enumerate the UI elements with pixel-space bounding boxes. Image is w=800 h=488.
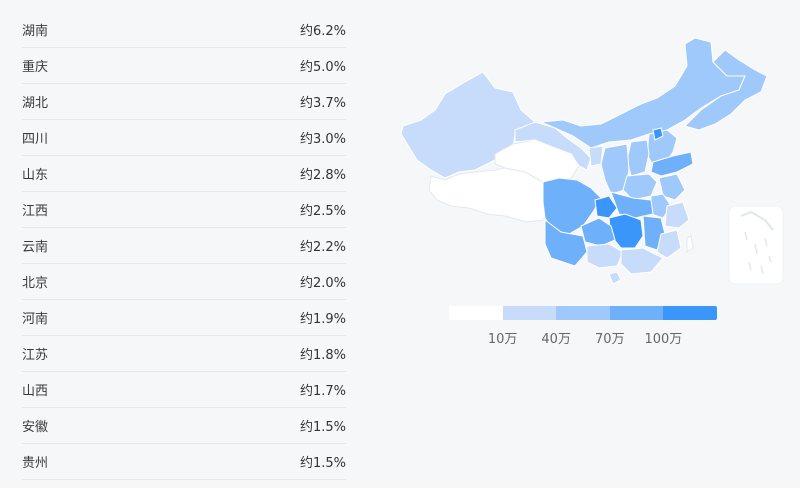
- region-share-value: 约6.2%: [299, 24, 346, 39]
- map-region-shaanxi[interactable]: [600, 143, 630, 195]
- map-region-ningxia[interactable]: [588, 145, 604, 167]
- region-row: 江苏 约1.8%: [22, 336, 346, 372]
- map-region-hubei[interactable]: [610, 191, 654, 219]
- region-share-value: 约2.5%: [299, 204, 346, 219]
- region-share-value: 约1.8%: [299, 348, 346, 363]
- map-region-yunnan[interactable]: [544, 219, 588, 267]
- map-region-guangxi[interactable]: [586, 243, 624, 269]
- south-china-sea-inset: [728, 205, 784, 285]
- region-row: 湖北 约3.7%: [22, 84, 346, 120]
- region-name: 贵州: [22, 456, 49, 471]
- legend-color-bar: [449, 306, 717, 320]
- map-region-guangdong[interactable]: [620, 247, 664, 275]
- map-region-inner-mongolia[interactable]: [540, 37, 746, 149]
- map-region-chongqing[interactable]: [594, 195, 618, 219]
- map-region-beijing[interactable]: [652, 127, 664, 141]
- legend-label: 70万: [595, 332, 625, 347]
- map-region-northeast[interactable]: [684, 49, 768, 131]
- legend-swatch: [502, 306, 557, 320]
- map-region-hainan[interactable]: [608, 271, 622, 285]
- region-row: 山东 约2.8%: [22, 156, 346, 192]
- region-name: 山东: [22, 168, 49, 183]
- map-region-jiangsu[interactable]: [658, 173, 686, 201]
- map-region-sichuan[interactable]: [542, 177, 602, 235]
- map-region-hunan[interactable]: [608, 213, 644, 249]
- region-share-value: 约1.5%: [299, 456, 346, 471]
- legend-swatch: [449, 306, 503, 320]
- region-share-value: 约3.0%: [299, 132, 346, 147]
- region-share-value: 约2.0%: [299, 276, 346, 291]
- region-name: 河南: [22, 312, 49, 327]
- map-region-shandong[interactable]: [650, 151, 694, 177]
- region-name: 安徽: [22, 420, 49, 435]
- region-share-value: 约5.0%: [299, 60, 346, 75]
- region-row: 北京 约2.0%: [22, 264, 346, 300]
- region-name: 江苏: [22, 348, 49, 363]
- legend-swatch: [663, 306, 717, 320]
- region-name: 四川: [22, 132, 49, 147]
- region-name: 云南: [22, 240, 49, 255]
- region-share-value: 约1.7%: [299, 384, 346, 399]
- china-map: [395, 30, 785, 290]
- region-share-value: 约2.2%: [299, 240, 346, 255]
- map-legend: 10万 40万 70万 100万: [449, 306, 717, 348]
- region-share-value: 约1.9%: [299, 312, 346, 327]
- region-share-value: 约2.8%: [299, 168, 346, 183]
- region-row: 江西 约2.5%: [22, 192, 346, 228]
- china-map-svg: [400, 37, 784, 285]
- legend-swatch: [556, 306, 610, 320]
- map-region-fujian[interactable]: [656, 229, 682, 259]
- region-name: 山西: [22, 384, 49, 399]
- region-name: 北京: [22, 276, 49, 291]
- region-name: 湖北: [22, 96, 49, 111]
- region-name: 重庆: [22, 60, 49, 75]
- region-row: 湖南 约6.2%: [22, 12, 346, 48]
- region-row: 山西 约1.7%: [22, 372, 346, 408]
- legend-label: 10万: [487, 332, 518, 347]
- legend-label: 40万: [541, 332, 571, 347]
- region-row: 云南 约2.2%: [22, 228, 346, 264]
- legend-swatch: [609, 306, 664, 320]
- map-region-zhejiang[interactable]: [664, 201, 690, 229]
- map-region-taiwan[interactable]: [686, 235, 694, 253]
- region-row: 四川 约3.0%: [22, 120, 346, 156]
- region-share-value: 约3.7%: [299, 96, 346, 111]
- region-list: 湖南 约6.2% 重庆 约5.0% 湖北 约3.7% 四川 约3.0% 山东 约2.8% 江西 约2.…: [22, 12, 346, 480]
- region-row: 贵州 约1.5%: [22, 444, 346, 480]
- region-share-value: 约1.5%: [299, 420, 346, 435]
- region-row: 重庆 约5.0%: [22, 48, 346, 84]
- legend-labels: 10万 40万 70万 100万: [449, 328, 717, 348]
- region-row: 安徽 约1.5%: [22, 408, 346, 444]
- region-name: 湖南: [22, 24, 49, 39]
- region-row: 河南 约1.9%: [22, 300, 346, 336]
- region-name: 江西: [22, 204, 49, 219]
- map-region-shanxi[interactable]: [626, 139, 650, 177]
- legend-label: 100万: [644, 332, 683, 347]
